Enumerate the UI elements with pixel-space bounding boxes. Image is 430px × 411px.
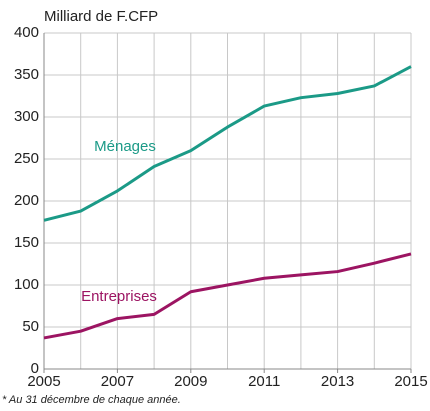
x-tick-label: 2005 [27, 373, 60, 390]
y-tick-label: 150 [14, 234, 39, 251]
y-tick-label: 0 [31, 360, 39, 377]
x-tick-label: 2007 [101, 373, 134, 390]
series-label: Entreprises [81, 288, 157, 305]
y-tick-label: 400 [14, 24, 39, 41]
x-tick-label: 2009 [174, 373, 207, 390]
y-tick-label: 200 [14, 192, 39, 209]
y-tick-label: 250 [14, 150, 39, 167]
y-tick-label: 50 [22, 318, 39, 335]
y-tick-label: 100 [14, 276, 39, 293]
x-tick-label: 2011 [248, 373, 280, 390]
series-line [43, 252, 412, 340]
y-tick-label: 350 [14, 66, 39, 83]
x-tick-label: 2015 [394, 373, 427, 390]
footnote: * Au 31 décembre de chaque année. [2, 394, 181, 406]
y-tick-label: 300 [14, 108, 39, 125]
series-label: Ménages [94, 138, 156, 155]
y-axis-label: Milliard de F.CFP [44, 8, 158, 25]
series-line [43, 65, 412, 222]
x-tick-label: 2013 [321, 373, 354, 390]
